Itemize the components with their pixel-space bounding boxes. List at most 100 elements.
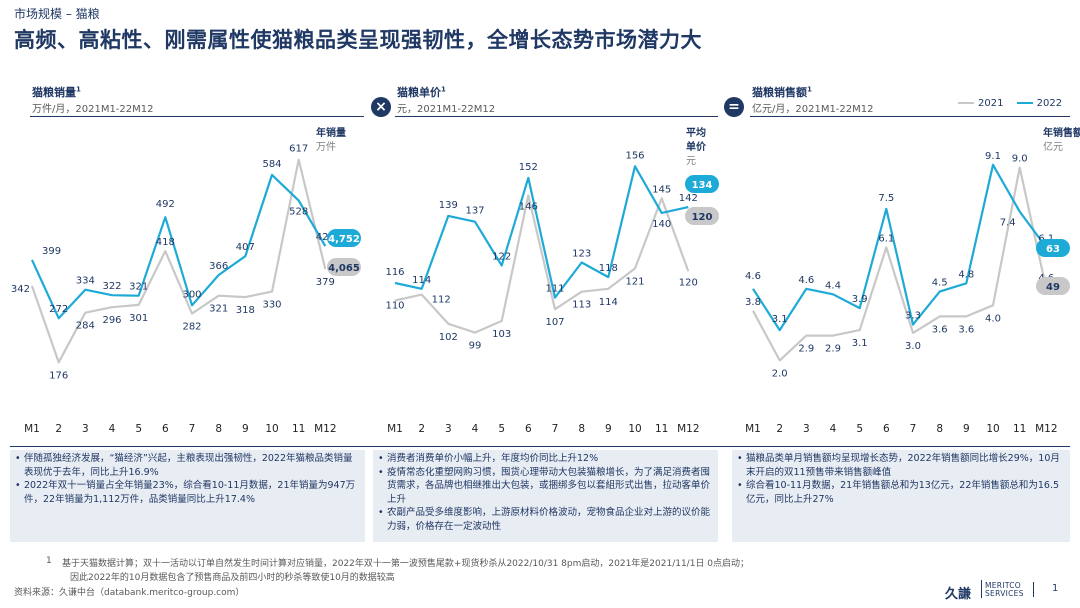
data-label-2022: 407 — [236, 242, 255, 253]
data-label-2021: 121 — [625, 276, 644, 287]
note-item: 综合看10-11月数据，21年销售额总和为13亿元，22年销售额总和为16.5亿… — [737, 479, 1066, 506]
x-tick-label: 3 — [445, 423, 452, 435]
x-tick-label: M12 — [1035, 423, 1057, 435]
x-tick-label: 3 — [82, 423, 89, 435]
x-tick-label: 5 — [856, 423, 863, 435]
data-label-2021: 112 — [432, 295, 451, 306]
total-label: 平均 — [686, 126, 706, 139]
company-logo-cn: 久謙 — [945, 587, 972, 602]
x-tick-label: 5 — [498, 423, 505, 435]
x-tick-label: 9 — [963, 423, 970, 435]
x-tick-label: 3 — [803, 423, 810, 435]
data-label-2021: 3.1 — [852, 338, 868, 349]
total-label: 年销售额 — [1043, 126, 1080, 139]
total-value-2022: 134 — [692, 180, 713, 191]
source-text: 资料来源：久谦中台（databank.meritco-group.com） — [14, 588, 245, 598]
breadcrumb: 市场规模 – 猫粮 — [14, 7, 100, 21]
data-label-2022: 137 — [465, 206, 484, 217]
note-item: 2022年双十一销量占全年销量23%，综合看10-11月数据，21年销量为947… — [15, 479, 361, 506]
footnote-line2: 因此2022年的10月数据包含了预售商品及前四小时的秒杀等致使10月的数据较高 — [70, 573, 395, 583]
data-label-2022: 122 — [492, 251, 511, 262]
data-label-2022: 366 — [209, 261, 228, 272]
data-label-2021: 379 — [316, 277, 335, 288]
total-label-unit: 亿元 — [1043, 140, 1063, 153]
data-label-2021: 3.8 — [745, 297, 761, 308]
x-tick-label: 7 — [552, 423, 559, 435]
data-label-2021: 284 — [76, 321, 95, 332]
data-label-2021: 110 — [385, 300, 404, 311]
x-tick-label: 2 — [55, 423, 62, 435]
chart1-title: 猫粮销量1 — [32, 85, 81, 99]
x-tick-label: 2 — [418, 423, 425, 435]
data-label-2022: 3.3 — [905, 311, 921, 322]
total-pill-2022 — [327, 229, 361, 247]
data-label-2022: 4.8 — [958, 269, 974, 280]
data-label-2022: 7.5 — [878, 193, 894, 204]
data-label-2021: 145 — [652, 184, 671, 195]
x-tick-label: 8 — [578, 423, 585, 435]
x-tick-label: 7 — [189, 423, 196, 435]
total-label: 年销量 — [316, 126, 346, 139]
total-value-2021: 49 — [1046, 282, 1060, 293]
notes-panel-volume: 伴随孤独经济发展，“猫经济”兴起，主粮表现出强韧性，2022年猫粮品类销量表现优… — [10, 450, 365, 542]
data-label-2022: 4.6 — [745, 271, 761, 282]
data-label-2022: 7.4 — [1000, 218, 1016, 229]
x-tick-label: 11 — [1013, 423, 1026, 435]
data-label-2021: 120 — [679, 277, 698, 288]
data-label-2022: 4.5 — [932, 278, 948, 289]
data-label-2022: 142 — [679, 193, 698, 204]
data-label-2021: 2.0 — [772, 368, 788, 379]
x-tick-label: M12 — [314, 423, 336, 435]
multiply-icon: × — [371, 97, 391, 117]
total-pill-2021 — [327, 258, 361, 276]
x-tick-label: M12 — [677, 423, 699, 435]
x-tick-label: 9 — [242, 423, 249, 435]
x-tick-label: M1 — [24, 423, 40, 435]
x-tick-label: 11 — [655, 423, 668, 435]
data-label-2021: 6.1 — [878, 233, 894, 244]
data-label-2022: 4.4 — [825, 280, 841, 291]
data-label-2021: 318 — [236, 305, 255, 316]
x-tick-label: 4 — [472, 423, 479, 435]
company-logo-en: MERITCO SERVICES — [985, 581, 1024, 598]
data-label-2022: 116 — [385, 267, 404, 278]
data-label-2021: 2.9 — [798, 344, 814, 355]
x-tick-label: M1 — [745, 423, 761, 435]
chart3-subtitle: 亿元/月，2021M1-22M12 — [752, 104, 874, 115]
data-label-2021: 102 — [439, 332, 458, 343]
chart3-title: 猫粮销售额1 — [752, 85, 812, 99]
chart2-header-rule — [395, 116, 718, 117]
data-label-2021: 296 — [102, 315, 121, 326]
total-label-unit: 单价 — [686, 140, 707, 153]
data-label-2021: 3.6 — [932, 324, 948, 335]
x-tick-label: 8 — [215, 423, 222, 435]
equals-icon: = — [724, 97, 744, 117]
x-tick-label: 6 — [883, 423, 890, 435]
data-label-2022: 139 — [439, 200, 458, 211]
legend-2022: 2022 — [1016, 98, 1062, 109]
note-item: 农副产品受多维度影响，上游原材料价格波动，宠物食品企业对上游的议价能力弱，价格存… — [378, 506, 714, 533]
note-item: 消费者消费单价小幅上升，年度均价同比上升12% — [378, 452, 714, 466]
data-label-2022: 118 — [599, 263, 618, 274]
data-label-2022: 111 — [545, 284, 564, 295]
x-tick-label: 4 — [830, 423, 837, 435]
data-label-2022: 9.1 — [985, 151, 1001, 162]
x-tick-label: 7 — [910, 423, 917, 435]
total-label-unit: 万件 — [316, 141, 336, 153]
sales-revenue-chart: 3.8 2.0 2.9 2.9 3.1 6.1 3.0 3.6 3.6 4.0 9.0 4.6 4.6 3… — [745, 126, 1080, 435]
data-label-2022: 3.1 — [772, 314, 788, 325]
data-label-2022: 429 — [316, 232, 335, 243]
data-label-2021: 176 — [49, 370, 68, 381]
series-line-2022 — [30, 173, 327, 320]
series-line-2021 — [752, 166, 1048, 362]
chart2-title: 猫粮单价1 — [397, 85, 446, 99]
data-label-2022: 114 — [412, 275, 431, 286]
data-label-2021: 9.0 — [1012, 154, 1028, 165]
page-number: 1 — [1052, 583, 1059, 594]
legend: 2021 2022 — [958, 98, 1062, 109]
legend-2021: 2021 — [958, 98, 1003, 109]
notes-panel-revenue: 猫粮品类单月销售额均呈现增长态势，2022年销售额同比增长29%，10月末开启的… — [732, 450, 1070, 542]
notes-panel-price: 消费者消费单价小幅上升，年度均价同比上升12% 疫情常态化重塑网购习惯，囤货心理… — [373, 450, 718, 542]
data-label-2021: 321 — [209, 304, 228, 315]
